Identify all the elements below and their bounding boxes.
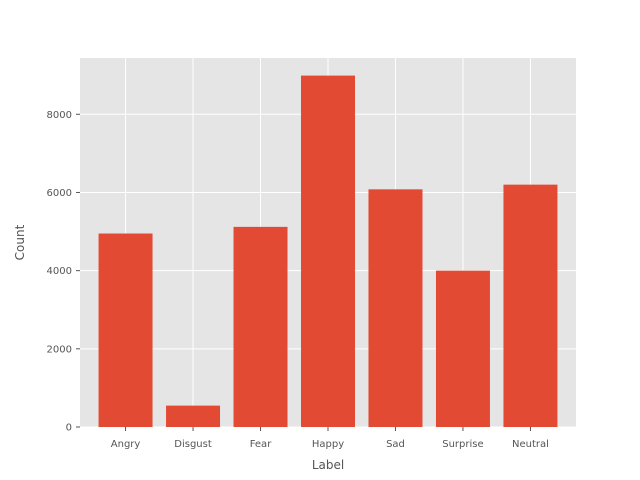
bar-surprise (435, 270, 490, 427)
x-tick-label: Sad (386, 439, 405, 450)
bar-fear (233, 226, 288, 427)
x-tick-label: Disgust (174, 439, 212, 450)
bar-disgust (166, 405, 221, 427)
x-axis-label: Label (312, 458, 344, 472)
x-tick-labels: Angry Disgust Fear Happy Sad Surprise Neutral (111, 439, 549, 450)
x-tick-label: Angry (111, 439, 141, 450)
bar-angry (98, 233, 153, 427)
y-tick-label: 8000 (47, 110, 72, 121)
y-tick-label: 2000 (47, 344, 72, 355)
bars (98, 75, 558, 428)
bar-happy (301, 75, 355, 428)
x-tick-label: Neutral (512, 439, 549, 450)
y-tick-label: 0 (66, 423, 72, 434)
bar-neutral (503, 184, 558, 427)
x-tick-label: Happy (312, 439, 344, 450)
x-tick-label: Fear (250, 439, 272, 450)
y-tick-label: 4000 (47, 266, 72, 277)
x-tick-label: Surprise (442, 439, 483, 450)
y-axis-label: Count (13, 224, 27, 260)
bar-sad (368, 189, 423, 427)
y-tick-labels: 0 2000 4000 6000 8000 (47, 110, 72, 434)
y-tick-label: 6000 (47, 188, 72, 199)
